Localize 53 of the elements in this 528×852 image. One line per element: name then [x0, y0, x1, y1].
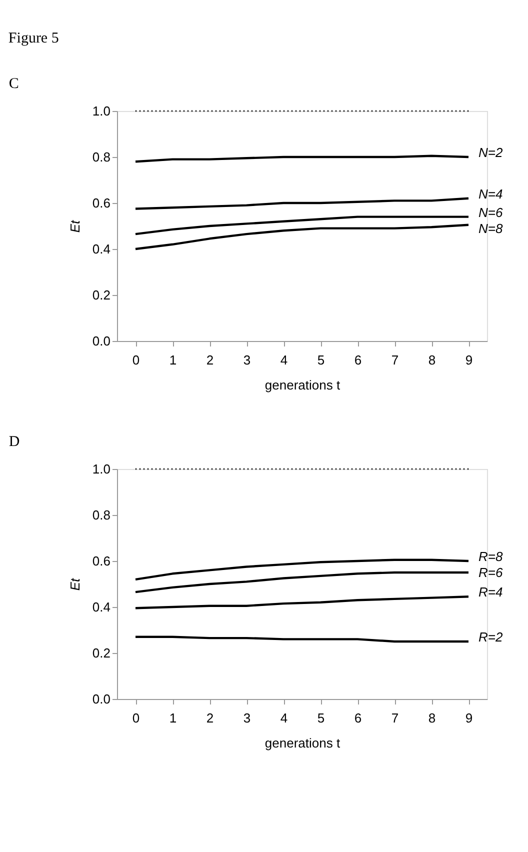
series-label: N=8: [478, 220, 504, 236]
y-tick-label: 0.8: [92, 508, 110, 522]
line-series: [134, 216, 470, 236]
x-tick-label: 9: [465, 710, 473, 726]
y-tick-label: 0.0: [92, 692, 110, 706]
x-axis-title: generations t: [264, 736, 340, 750]
y-tick-label: 0.4: [92, 600, 110, 614]
x-tick-label: 0: [132, 352, 140, 368]
y-tick-label: 0.6: [92, 196, 110, 210]
y-tick-label: 0.4: [92, 242, 110, 256]
y-tick-label: 0.6: [92, 554, 110, 568]
line-series: [134, 571, 470, 594]
series-label: R=2: [478, 630, 504, 644]
x-tick-label: 4: [280, 352, 288, 368]
x-tick-label: 1: [169, 352, 177, 368]
series-label: N=4: [478, 186, 503, 202]
x-tick-label: 2: [206, 710, 214, 726]
x-tick-label: 8: [428, 352, 436, 368]
line-series: [134, 197, 470, 210]
series-label: R=8: [478, 549, 504, 564]
y-tick-label: 0.8: [92, 150, 110, 164]
x-tick-label: 2: [206, 352, 214, 368]
y-tick-label: 0.0: [92, 334, 110, 348]
x-tick-label: 5: [317, 352, 325, 368]
x-axis-title: generations t: [264, 378, 340, 392]
series-label: N=6: [478, 204, 504, 220]
x-tick-label: 8: [428, 710, 436, 726]
x-tick-label: 0: [132, 710, 140, 726]
x-tick-label: 3: [243, 710, 251, 726]
x-tick-label: 7: [391, 710, 399, 726]
series-label: N=2: [478, 145, 504, 160]
x-tick-label: 6: [354, 710, 362, 726]
chart-title: D: [8, 434, 20, 450]
x-tick-label: 3: [243, 352, 251, 368]
x-tick-label: 5: [317, 710, 325, 726]
line-series: [134, 596, 470, 610]
x-tick-label: 1: [169, 710, 177, 726]
series-label: R=4: [478, 584, 503, 600]
chart-title: C: [8, 76, 19, 92]
x-tick-label: 4: [280, 710, 288, 726]
y-axis-title: Et: [67, 576, 82, 591]
caption: Figure 5: [8, 30, 59, 46]
y-tick-label: 0.2: [92, 646, 110, 660]
line-series: [134, 224, 470, 250]
y-tick-label: 1.0: [92, 462, 110, 476]
x-tick-label: 6: [354, 352, 362, 368]
x-tick-label: 7: [391, 352, 399, 368]
y-tick-label: 0.2: [92, 288, 110, 302]
y-tick-label: 1.0: [92, 104, 110, 118]
series-label: R=6: [478, 565, 504, 580]
x-tick-label: 9: [465, 352, 473, 368]
y-axis-title: Et: [67, 218, 82, 233]
line-series: [134, 558, 470, 580]
